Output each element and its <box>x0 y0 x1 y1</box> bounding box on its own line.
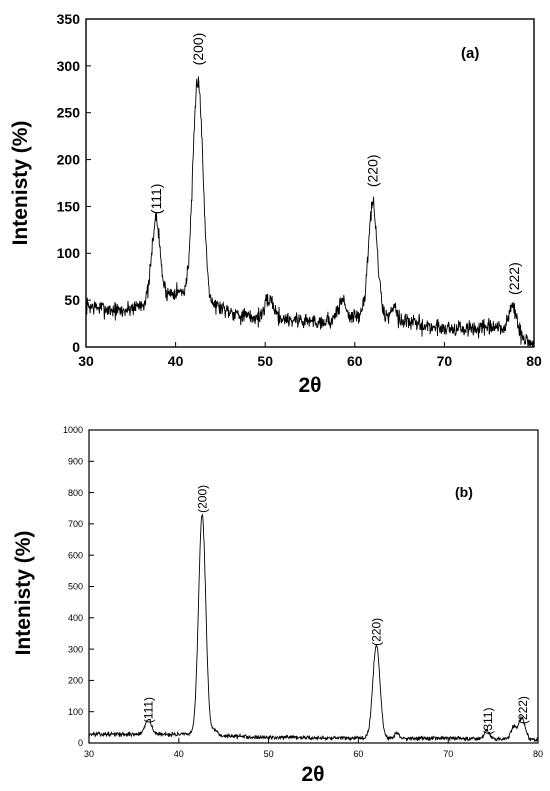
x-ticks-a: 30 40 50 60 70 80 <box>78 342 542 369</box>
x-axis-title-a: 2θ <box>298 374 321 397</box>
panel-label-a: (a) <box>461 45 479 62</box>
x-axis-title-b: 2θ <box>301 763 324 786</box>
y-ticks-b: 0 100 200 300 400 500 600 700 800 900 1000 <box>63 425 94 748</box>
x-ticks-b: 30 40 50 60 70 80 <box>84 738 543 759</box>
y-axis-title-a: Intenisty (%) <box>9 121 32 246</box>
y-tick-label: 1000 <box>63 425 83 435</box>
peak-label: (222) <box>516 696 530 724</box>
plot-frame-b <box>88 429 539 744</box>
x-tick-label: 50 <box>264 749 274 759</box>
x-tick-label: 70 <box>437 353 453 369</box>
panel-label-b: (b) <box>455 484 473 500</box>
chart-panel-a: 0 50 100 150 200 250 300 350 30 40 50 60 70 80 (111)… <box>9 11 542 397</box>
y-tick-label: 200 <box>68 676 83 686</box>
pattern-line-a <box>85 76 535 348</box>
y-tick-label: 150 <box>57 198 81 214</box>
y-tick-label: 0 <box>78 738 83 748</box>
y-tick-label: 500 <box>68 582 83 592</box>
peak-label: (200) <box>195 485 209 513</box>
peak-label: (220) <box>370 618 384 646</box>
peak-label: (111) <box>142 697 156 723</box>
x-tick-label: 40 <box>174 749 184 759</box>
x-tick-label: 60 <box>353 749 363 759</box>
y-tick-label: 0 <box>72 339 80 355</box>
y-tick-label: 250 <box>57 105 81 121</box>
x-tick-label: 30 <box>78 353 94 369</box>
pattern-line-b <box>88 513 539 743</box>
y-tick-label: 700 <box>68 519 83 529</box>
peak-label: (220) <box>365 154 381 187</box>
y-tick-label: 800 <box>68 488 83 498</box>
peak-labels-b: (111) (200) (220) (311) (222) <box>142 485 530 735</box>
peak-label: (111) <box>148 184 164 215</box>
y-tick-label: 300 <box>68 644 83 654</box>
peak-label: (222) <box>506 262 522 295</box>
y-tick-label: 400 <box>68 613 83 623</box>
y-tick-label: 900 <box>68 456 83 466</box>
y-tick-label: 350 <box>57 11 81 27</box>
y-tick-label: 300 <box>57 58 81 74</box>
peak-labels-a: (111) (200) (220) (222) <box>148 33 522 295</box>
x-tick-label: 50 <box>257 353 273 369</box>
y-tick-label: 50 <box>64 292 80 308</box>
y-tick-label: 600 <box>68 550 83 560</box>
x-tick-label: 30 <box>84 749 94 759</box>
x-tick-label: 60 <box>347 353 363 369</box>
x-tick-label: 40 <box>168 353 184 369</box>
peak-label: (311) <box>481 708 495 735</box>
y-tick-label: 100 <box>68 707 83 717</box>
peak-label: (200) <box>190 33 206 66</box>
y-tick-label: 200 <box>57 151 81 167</box>
y-axis-title-b: Intenisty (%) <box>12 531 35 656</box>
y-tick-label: 100 <box>57 245 81 261</box>
plot-frame-a <box>85 18 535 348</box>
x-tick-label: 80 <box>526 353 542 369</box>
chart-panel-b: 0 100 200 300 400 500 600 700 800 900 1000 30 40 50 6… <box>12 425 543 786</box>
y-ticks-a: 0 50 100 150 200 250 300 350 <box>57 11 91 355</box>
x-tick-label: 80 <box>533 749 543 759</box>
x-tick-label: 70 <box>443 749 453 759</box>
